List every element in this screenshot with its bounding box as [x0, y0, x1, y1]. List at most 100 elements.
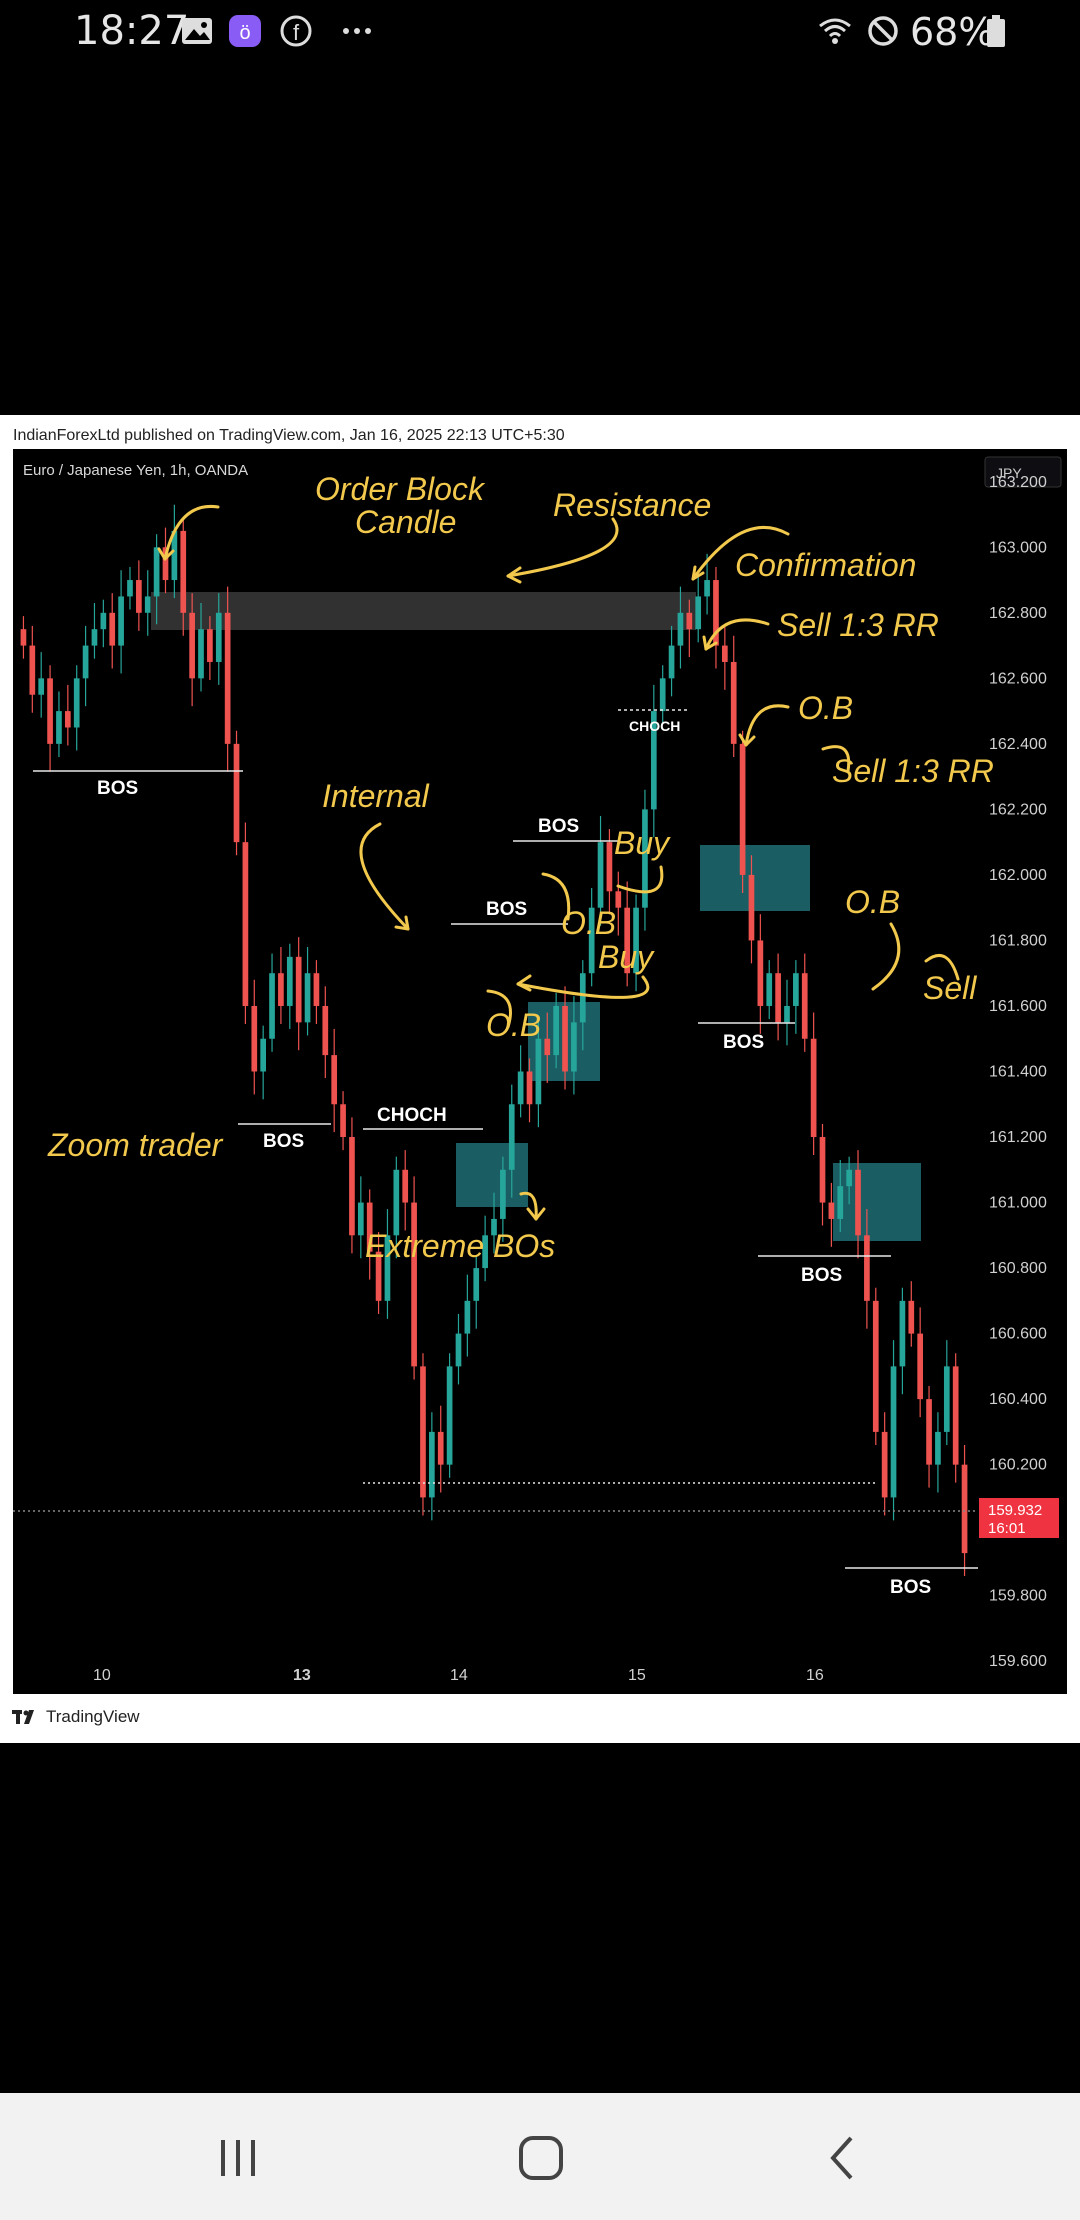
y-tick-label: 160.200 — [989, 1457, 1047, 1474]
annotation-buy-1: Buy — [614, 825, 671, 861]
arrow-ob-1 — [744, 704, 790, 747]
arrow-ob-4 — [871, 922, 901, 991]
candle-body — [846, 1169, 852, 1187]
arrow-head — [738, 733, 756, 747]
candle-body — [207, 629, 213, 662]
y-tick-label: 161.000 — [989, 1195, 1047, 1212]
candle-body — [775, 973, 781, 1023]
candle-body — [420, 1366, 426, 1498]
candle-body — [455, 1333, 462, 1367]
candle-body — [579, 973, 586, 1023]
y-tick-label: 163.000 — [989, 539, 1047, 556]
ob-zone-sell-1 — [700, 845, 810, 911]
candle-body — [366, 1202, 373, 1252]
resistance-zone — [151, 592, 696, 630]
candle-body — [917, 1333, 924, 1400]
candle-body — [56, 711, 62, 744]
candle-body — [375, 1251, 382, 1301]
candle-body — [722, 645, 728, 662]
structure-lines — [13, 709, 978, 1569]
candle-body — [908, 1300, 915, 1334]
annotation-sell: Sell — [923, 970, 977, 1006]
candle-body — [47, 678, 53, 744]
home-icon[interactable] — [506, 2123, 576, 2193]
annotation-buy-2: Buy — [598, 939, 655, 975]
candle-body — [482, 1235, 488, 1269]
candle-body — [109, 612, 116, 646]
tradingview-brand: TradingView — [12, 1707, 140, 1727]
y-tick-label: 159.800 — [989, 1588, 1047, 1605]
candle-body — [491, 1218, 497, 1236]
bos-label-3: BOS — [486, 899, 527, 920]
candle-body — [29, 645, 36, 695]
candle-body — [890, 1366, 897, 1498]
currency-button-label: JPY — [996, 465, 1022, 481]
candles-group — [20, 504, 968, 1577]
candle-body — [251, 1005, 258, 1072]
candle-body — [473, 1268, 480, 1301]
y-tick-label: 161.600 — [989, 998, 1047, 1015]
candle-body — [819, 1137, 826, 1203]
y-tick-label: 159.600 — [989, 1653, 1047, 1670]
candle-body — [943, 1366, 950, 1432]
status-bar: 18:27 ö f 68% — [0, 0, 1080, 64]
candle-body — [961, 1464, 968, 1554]
candle-body — [899, 1300, 906, 1367]
candle-body — [118, 596, 124, 646]
candle-body — [784, 1005, 790, 1023]
arrow-order-block — [163, 504, 220, 561]
candle-body — [91, 629, 98, 646]
choch-label-1: CHOCH — [377, 1105, 447, 1126]
y-tick-label: 163.200 — [989, 474, 1047, 491]
candle-body — [429, 1431, 435, 1498]
candle-body — [260, 1038, 266, 1072]
annotation-candle: Candle — [355, 504, 456, 540]
bos-label-4: BOS — [538, 816, 579, 837]
x-tick-label: 15 — [628, 1667, 646, 1684]
back-icon[interactable] — [808, 2123, 878, 2193]
annotation-extreme-bos: Extreme BOs — [365, 1228, 555, 1264]
symbol-label: Euro / Japanese Yen, 1h, OANDA — [23, 462, 248, 479]
annotation-zoom-trader: Zoom trader — [47, 1127, 224, 1163]
last-price-time: 16:01 — [988, 1520, 1026, 1537]
annotation-sell-rr-1: Sell 1:3 RR — [777, 607, 939, 643]
candle-body — [100, 612, 107, 630]
candle-body — [668, 645, 675, 679]
annotation-ob-4: O.B — [845, 884, 900, 920]
gallery-icon — [182, 18, 212, 44]
candle-body — [535, 1038, 542, 1105]
currency-button[interactable] — [984, 456, 1062, 488]
candle-body — [508, 1104, 515, 1170]
candle-body — [215, 612, 222, 662]
candle-body — [828, 1202, 835, 1219]
chart-area[interactable]: Euro / Japanese Yen, 1h, OANDA JPY 163.2… — [13, 449, 1067, 1694]
y-tick-label: 162.200 — [989, 801, 1047, 818]
arrow-head — [526, 1207, 546, 1221]
battery-percent: 68% — [910, 10, 995, 54]
candle-body — [189, 612, 195, 679]
candle-body — [881, 1431, 888, 1498]
annotation-ob-2: O.B — [561, 905, 616, 941]
price-chart[interactable]: Euro / Japanese Yen, 1h, OANDA JPY 163.2… — [13, 449, 1067, 1694]
svg-text:ö: ö — [239, 22, 250, 44]
annotation-order-block: Order Block — [315, 471, 486, 507]
candle-body — [695, 596, 702, 630]
candle-body — [872, 1300, 879, 1432]
y-tick-label: 161.800 — [989, 932, 1047, 949]
candle-body — [180, 530, 187, 613]
candle-body — [642, 809, 648, 908]
arrow-head — [702, 635, 718, 651]
candle-body — [562, 1005, 568, 1072]
y-tick-label: 160.800 — [989, 1260, 1047, 1277]
candle-body — [411, 1202, 417, 1367]
chart-card[interactable]: IndianForexLtd published on TradingView.… — [0, 415, 1080, 1743]
ob-zone-buy-2 — [456, 1143, 528, 1207]
wifi-icon — [819, 18, 851, 44]
recent-apps-icon[interactable] — [203, 2123, 273, 2193]
candle-body — [127, 580, 133, 597]
arrow-head — [516, 974, 532, 992]
candle-body — [837, 1186, 844, 1219]
arrow-sell — [924, 954, 960, 981]
y-tick-label: 161.200 — [989, 1129, 1047, 1146]
x-tick-label: 14 — [450, 1667, 468, 1684]
